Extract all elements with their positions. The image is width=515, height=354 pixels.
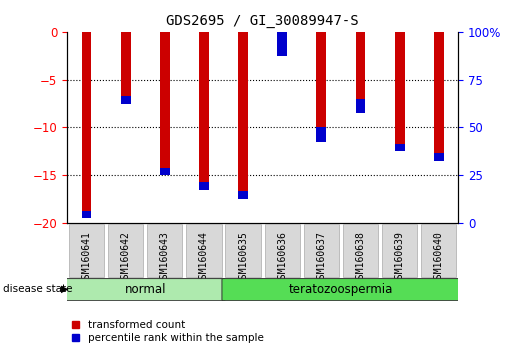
Text: GSM160640: GSM160640 [434,231,444,284]
Bar [395,32,405,152]
FancyBboxPatch shape [304,224,339,277]
Bar [395,144,405,152]
Text: GSM160636: GSM160636 [277,231,287,284]
Text: GSM160642: GSM160642 [121,231,131,284]
Bar [199,32,209,190]
Bar [121,32,131,104]
Text: GSM160643: GSM160643 [160,231,170,284]
Bar [317,127,327,142]
Bar [317,32,327,142]
FancyBboxPatch shape [343,224,378,277]
Text: teratozoospermia: teratozoospermia [289,283,393,296]
FancyBboxPatch shape [226,224,261,277]
Text: GSM160641: GSM160641 [81,231,92,284]
Bar [82,211,92,218]
Bar [434,32,444,161]
FancyBboxPatch shape [382,224,417,277]
Bar [356,99,366,113]
FancyBboxPatch shape [222,279,460,301]
FancyBboxPatch shape [265,224,300,277]
FancyBboxPatch shape [69,224,104,277]
Text: disease state: disease state [3,284,72,294]
Bar [434,153,444,161]
Text: GSM160637: GSM160637 [316,231,327,284]
FancyBboxPatch shape [65,279,225,301]
Text: GSM160644: GSM160644 [199,231,209,284]
Bar [160,32,170,175]
FancyBboxPatch shape [147,224,182,277]
Bar [160,167,170,175]
Bar [82,32,92,218]
Bar [199,182,209,190]
Bar [278,22,287,56]
Bar [238,192,248,199]
Bar [238,32,248,199]
Text: ▶: ▶ [61,284,68,294]
FancyBboxPatch shape [421,224,456,277]
Legend: transformed count, percentile rank within the sample: transformed count, percentile rank withi… [72,320,264,343]
FancyBboxPatch shape [108,224,143,277]
Bar [356,32,366,113]
Text: GSM160635: GSM160635 [238,231,248,284]
Text: GSM160638: GSM160638 [355,231,366,284]
Bar [278,32,287,56]
Text: normal: normal [125,283,166,296]
Title: GDS2695 / GI_30089947-S: GDS2695 / GI_30089947-S [166,14,359,28]
Text: GSM160639: GSM160639 [394,231,405,284]
FancyBboxPatch shape [186,224,221,277]
Bar [121,96,131,104]
